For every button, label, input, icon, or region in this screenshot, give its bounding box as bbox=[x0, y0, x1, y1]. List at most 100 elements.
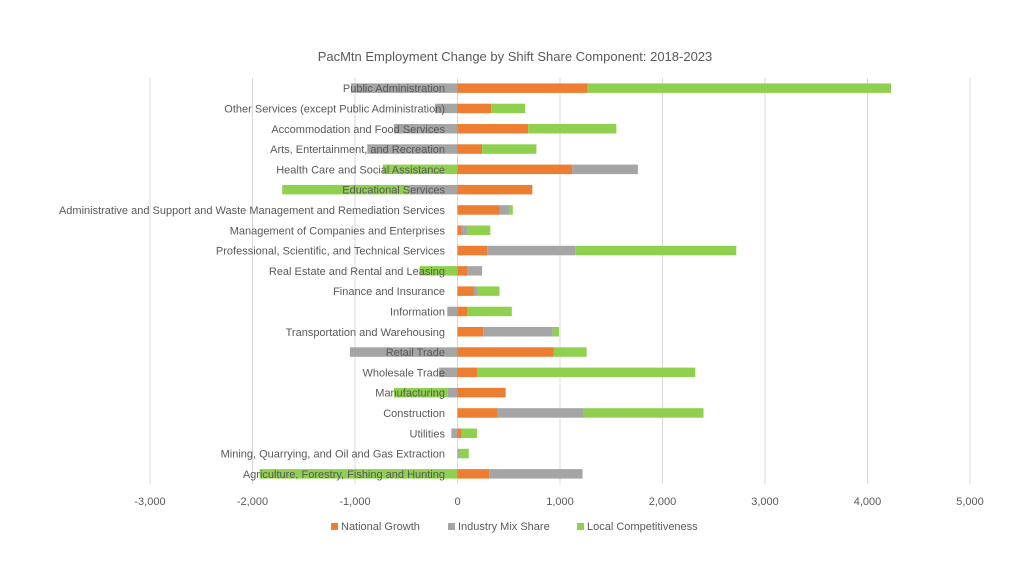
category-label: Agriculture, Forestry, Fishing and Hunti… bbox=[243, 469, 445, 481]
bars bbox=[259, 83, 892, 479]
category-labels: Public Administration Other Services (exc… bbox=[59, 83, 446, 481]
bar-national-growth-transportation-and-warehousing bbox=[457, 327, 484, 337]
category-label: Health Care and Social Assistance bbox=[276, 164, 445, 176]
bar-national-growth-public-administration bbox=[457, 83, 588, 93]
bar-national-growth-health-care-and-social-assistance bbox=[457, 164, 573, 175]
bar-national-growth-real-estate-and-rental-and-leasing bbox=[457, 266, 468, 276]
bar-national-growth-administrative-and-support-and-waste-management-and-remediation-services bbox=[457, 205, 500, 215]
legend-item-local-competitiveness: Local Competitiveness bbox=[577, 521, 698, 533]
bar-industry-mix-share-public-administration bbox=[350, 83, 458, 93]
bar-industry-mix-share-administrative-and-support-and-waste-management-and-remediation-services bbox=[499, 205, 510, 215]
bar-local-competitiveness-information bbox=[467, 306, 512, 317]
bar-national-growth-retail-trade bbox=[457, 347, 554, 357]
category-label: Transportation and Warehousing bbox=[286, 327, 445, 339]
legend-label: National Growth bbox=[341, 521, 420, 533]
x-tick-label: 2,000 bbox=[649, 496, 677, 508]
x-tick-label: -2,000 bbox=[237, 496, 268, 508]
bar-local-competitiveness-educational-services bbox=[282, 184, 409, 195]
bar-national-growth-professional-scientific-and-technical-services bbox=[457, 245, 488, 256]
legend-swatch bbox=[577, 523, 584, 530]
x-tick-label: -3,000 bbox=[134, 496, 165, 508]
bar-industry-mix-share-professional-scientific-and-technical-services bbox=[487, 245, 576, 256]
x-tick-label: -1,000 bbox=[339, 496, 370, 508]
x-tick-label: 5,000 bbox=[956, 496, 984, 508]
x-tick-label: 0 bbox=[454, 496, 460, 508]
bar-local-competitiveness-professional-scientific-and-technical-services bbox=[575, 245, 737, 256]
legend-item-industry-mix-share: Industry Mix Share bbox=[448, 521, 550, 533]
bar-local-competitiveness-management-of-companies-and-enterprises bbox=[467, 225, 491, 235]
bar-industry-mix-share-real-estate-and-rental-and-leasing bbox=[467, 266, 483, 276]
category-label: Professional, Scientific, and Technical … bbox=[216, 246, 446, 258]
bar-industry-mix-share-construction bbox=[497, 408, 584, 418]
bar-industry-mix-share-accommodation-and-food-services bbox=[393, 124, 458, 134]
category-label: Finance and Insurance bbox=[333, 286, 445, 298]
bar-industry-mix-share-manufacturing bbox=[447, 387, 458, 398]
bar-industry-mix-share-agriculture-forestry-fishing-and-hunting bbox=[489, 469, 583, 479]
bar-local-competitiveness-wholesale-trade bbox=[476, 367, 696, 378]
bar-local-competitiveness-retail-trade bbox=[553, 347, 587, 357]
bar-industry-mix-share-health-care-and-social-assistance bbox=[572, 164, 638, 175]
legend-swatch bbox=[448, 523, 455, 530]
gridlines bbox=[149, 78, 971, 484]
bar-local-competitiveness-public-administration bbox=[587, 83, 892, 93]
bar-industry-mix-share-other-services-except-public-administration bbox=[434, 103, 458, 114]
bar-industry-mix-share-management-of-companies-and-enterprises bbox=[461, 225, 468, 235]
category-label: Information bbox=[390, 306, 445, 318]
bar-national-growth-management-of-companies-and-enterprises bbox=[457, 225, 462, 235]
legend: National Growth Industry Mix Share Local C… bbox=[331, 521, 698, 533]
category-label: Wholesale Trade bbox=[362, 367, 445, 379]
category-label: Educational Services bbox=[342, 185, 445, 197]
category-label: Real Estate and Rental and Leasing bbox=[269, 266, 445, 278]
bar-industry-mix-share-transportation-and-warehousing bbox=[483, 327, 553, 337]
category-label: Manufacturing bbox=[375, 388, 445, 400]
category-label: Arts, Entertainment, and Recreation bbox=[270, 144, 445, 156]
bar-national-growth-arts-entertainment-and-recreation bbox=[457, 144, 483, 154]
bar-local-competitiveness-transportation-and-warehousing bbox=[552, 327, 559, 337]
bar-local-competitiveness-other-services-except-public-administration bbox=[491, 103, 526, 114]
category-label: Retail Trade bbox=[386, 347, 445, 359]
x-axis-ticks: -3,000 -2,000 -1,000 0 1,000 2,000 3,000 4,000 5… bbox=[134, 496, 983, 508]
category-label: Public Administration bbox=[343, 83, 445, 95]
legend-item-national-growth: National Growth bbox=[331, 521, 420, 533]
bar-industry-mix-share-information bbox=[447, 306, 458, 317]
bar-national-growth-manufacturing bbox=[457, 387, 506, 398]
bar-industry-mix-share-mining-quarrying-and-oil-and-gas-extraction bbox=[457, 448, 460, 459]
x-tick-label: 3,000 bbox=[751, 496, 779, 508]
bar-local-competitiveness-utilities bbox=[461, 428, 477, 438]
legend-label: Industry Mix Share bbox=[458, 521, 550, 533]
bar-national-growth-finance-and-insurance bbox=[457, 286, 474, 296]
bar-national-growth-other-services-except-public-administration bbox=[457, 103, 492, 114]
bar-local-competitiveness-accommodation-and-food-services bbox=[528, 124, 617, 134]
bar-national-growth-wholesale-trade bbox=[457, 367, 477, 378]
bar-national-growth-utilities bbox=[457, 428, 462, 438]
bar-local-competitiveness-construction bbox=[583, 408, 704, 418]
bar-local-competitiveness-real-estate-and-rental-and-leasing bbox=[419, 266, 458, 276]
bar-local-competitiveness-arts-entertainment-and-recreation bbox=[482, 144, 537, 154]
chart-title: PacMtn Employment Change by Shift Share … bbox=[318, 49, 713, 64]
bar-national-growth-agriculture-forestry-fishing-and-hunting bbox=[457, 469, 490, 479]
legend-label: Local Competitiveness bbox=[587, 521, 698, 533]
bar-local-competitiveness-manufacturing bbox=[393, 387, 448, 398]
category-label: Other Services (except Public Administra… bbox=[224, 103, 445, 115]
bar-national-growth-educational-services bbox=[457, 184, 533, 195]
bar-local-competitiveness-administrative-and-support-and-waste-management-and-remediation-services bbox=[509, 205, 513, 215]
category-label: Utilities bbox=[410, 428, 446, 440]
category-label: Management of Companies and Enterprises bbox=[230, 225, 446, 237]
bar-industry-mix-share-retail-trade bbox=[349, 347, 458, 357]
x-tick-label: 4,000 bbox=[854, 496, 882, 508]
bar-local-competitiveness-agriculture-forestry-fishing-and-hunting bbox=[259, 469, 458, 479]
bar-national-growth-accommodation-and-food-services bbox=[457, 124, 529, 134]
bar-industry-mix-share-utilities bbox=[451, 428, 458, 438]
category-label: Construction bbox=[383, 408, 445, 420]
legend-swatch bbox=[331, 523, 338, 530]
bar-local-competitiveness-finance-and-insurance bbox=[476, 286, 500, 296]
category-label: Administrative and Support and Waste Man… bbox=[59, 205, 446, 217]
bar-industry-mix-share-educational-services bbox=[408, 184, 458, 195]
bar-industry-mix-share-wholesale-trade bbox=[439, 367, 458, 378]
bar-national-growth-information bbox=[457, 306, 468, 317]
category-label: Mining, Quarrying, and Oil and Gas Extra… bbox=[221, 449, 445, 461]
bar-national-growth-construction bbox=[457, 408, 498, 418]
bar-industry-mix-share-arts-entertainment-and-recreation bbox=[367, 144, 458, 154]
category-label: Accommodation and Food Services bbox=[271, 124, 445, 136]
